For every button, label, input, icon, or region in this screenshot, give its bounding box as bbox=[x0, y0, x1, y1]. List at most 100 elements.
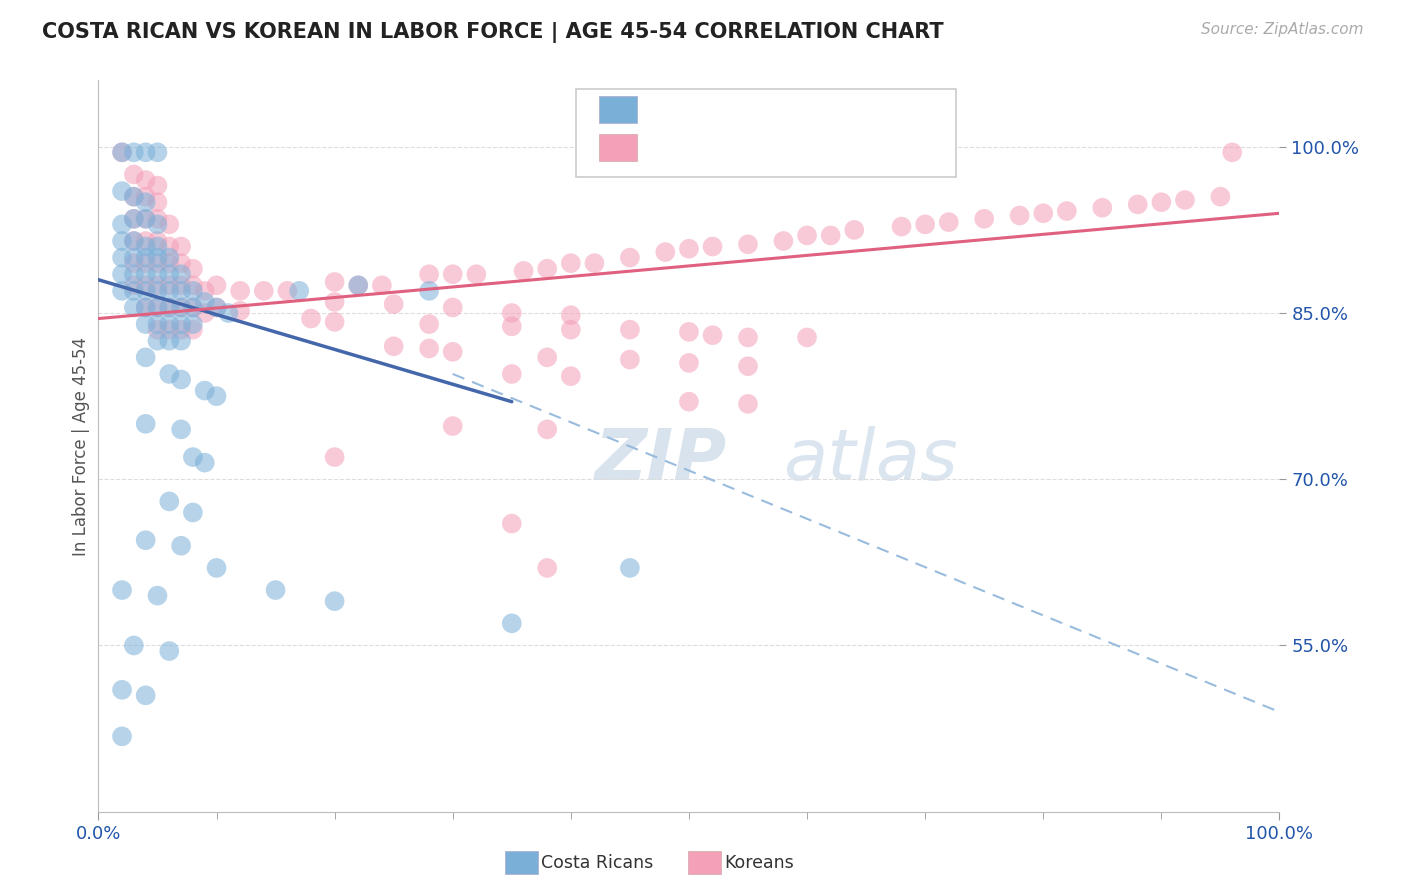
Point bbox=[1056, 204, 1078, 219]
Text: atlas: atlas bbox=[783, 426, 957, 495]
Point bbox=[135, 301, 157, 315]
Point bbox=[170, 317, 193, 331]
Text: Koreans: Koreans bbox=[724, 854, 794, 871]
Point bbox=[146, 589, 169, 603]
Point bbox=[135, 173, 157, 187]
Point bbox=[157, 284, 180, 298]
Text: N =: N = bbox=[787, 96, 830, 116]
Point bbox=[796, 228, 818, 243]
Point bbox=[157, 239, 180, 253]
Point bbox=[1008, 209, 1031, 223]
Point bbox=[1091, 201, 1114, 215]
Point bbox=[170, 323, 193, 337]
Point bbox=[619, 561, 641, 575]
Point bbox=[181, 301, 204, 315]
Point bbox=[288, 284, 311, 298]
Point bbox=[418, 284, 440, 298]
Point bbox=[194, 284, 217, 298]
Point bbox=[418, 317, 440, 331]
Point bbox=[205, 389, 228, 403]
Point bbox=[146, 301, 169, 315]
Point bbox=[536, 422, 558, 436]
Point bbox=[122, 211, 145, 226]
Point bbox=[122, 267, 145, 281]
Point bbox=[122, 301, 145, 315]
Text: ZIP: ZIP bbox=[595, 426, 727, 495]
Point bbox=[170, 301, 193, 315]
Point bbox=[181, 450, 204, 464]
Point bbox=[111, 267, 134, 281]
Point bbox=[135, 195, 157, 210]
Point bbox=[560, 323, 582, 337]
Point bbox=[157, 251, 180, 265]
Point bbox=[122, 145, 145, 160]
Point bbox=[170, 239, 193, 253]
Point bbox=[205, 301, 228, 315]
Point bbox=[111, 145, 134, 160]
Point bbox=[170, 256, 193, 270]
Point bbox=[157, 301, 180, 315]
Point bbox=[205, 301, 228, 315]
Text: -0.148: -0.148 bbox=[700, 96, 766, 116]
Point bbox=[111, 234, 134, 248]
Point bbox=[157, 334, 180, 348]
Text: 113: 113 bbox=[832, 134, 872, 153]
Point bbox=[135, 301, 157, 315]
Point bbox=[146, 267, 169, 281]
Point bbox=[914, 218, 936, 232]
Point bbox=[737, 330, 759, 344]
Point bbox=[1174, 193, 1197, 207]
Y-axis label: In Labor Force | Age 45-54: In Labor Force | Age 45-54 bbox=[72, 336, 90, 556]
Point bbox=[170, 278, 193, 293]
Point bbox=[135, 533, 157, 548]
Point bbox=[146, 284, 169, 298]
Point bbox=[146, 301, 169, 315]
Point bbox=[560, 308, 582, 322]
Point bbox=[111, 682, 134, 697]
Point bbox=[157, 323, 180, 337]
Point bbox=[157, 494, 180, 508]
Point bbox=[122, 278, 145, 293]
Text: R =: R = bbox=[650, 134, 690, 153]
Point bbox=[157, 301, 180, 315]
Point bbox=[501, 319, 523, 334]
Point bbox=[181, 317, 204, 331]
Point bbox=[157, 317, 180, 331]
Point bbox=[654, 245, 676, 260]
Point bbox=[135, 267, 157, 281]
Point bbox=[702, 239, 724, 253]
Point bbox=[111, 251, 134, 265]
Point bbox=[146, 218, 169, 232]
Point bbox=[371, 278, 394, 293]
Point bbox=[146, 195, 169, 210]
Point bbox=[194, 306, 217, 320]
Point bbox=[796, 330, 818, 344]
Point bbox=[146, 334, 169, 348]
Point bbox=[323, 315, 346, 329]
Point bbox=[418, 342, 440, 356]
Point bbox=[560, 256, 582, 270]
Point bbox=[1150, 195, 1173, 210]
Point bbox=[111, 145, 134, 160]
Point bbox=[441, 267, 464, 281]
Point bbox=[1126, 197, 1149, 211]
Point bbox=[135, 278, 157, 293]
Point bbox=[205, 561, 228, 575]
Point bbox=[678, 325, 700, 339]
Point bbox=[170, 372, 193, 386]
Text: Source: ZipAtlas.com: Source: ZipAtlas.com bbox=[1201, 22, 1364, 37]
Point bbox=[146, 234, 169, 248]
Point bbox=[157, 278, 180, 293]
Point bbox=[619, 323, 641, 337]
Point bbox=[844, 223, 866, 237]
Point bbox=[170, 267, 193, 281]
Point bbox=[299, 311, 322, 326]
Point bbox=[170, 284, 193, 298]
Point bbox=[772, 234, 794, 248]
Point bbox=[1220, 145, 1243, 160]
Point bbox=[146, 211, 169, 226]
Point bbox=[501, 516, 523, 531]
Point bbox=[135, 689, 157, 703]
Point bbox=[135, 239, 157, 253]
Point bbox=[678, 356, 700, 370]
